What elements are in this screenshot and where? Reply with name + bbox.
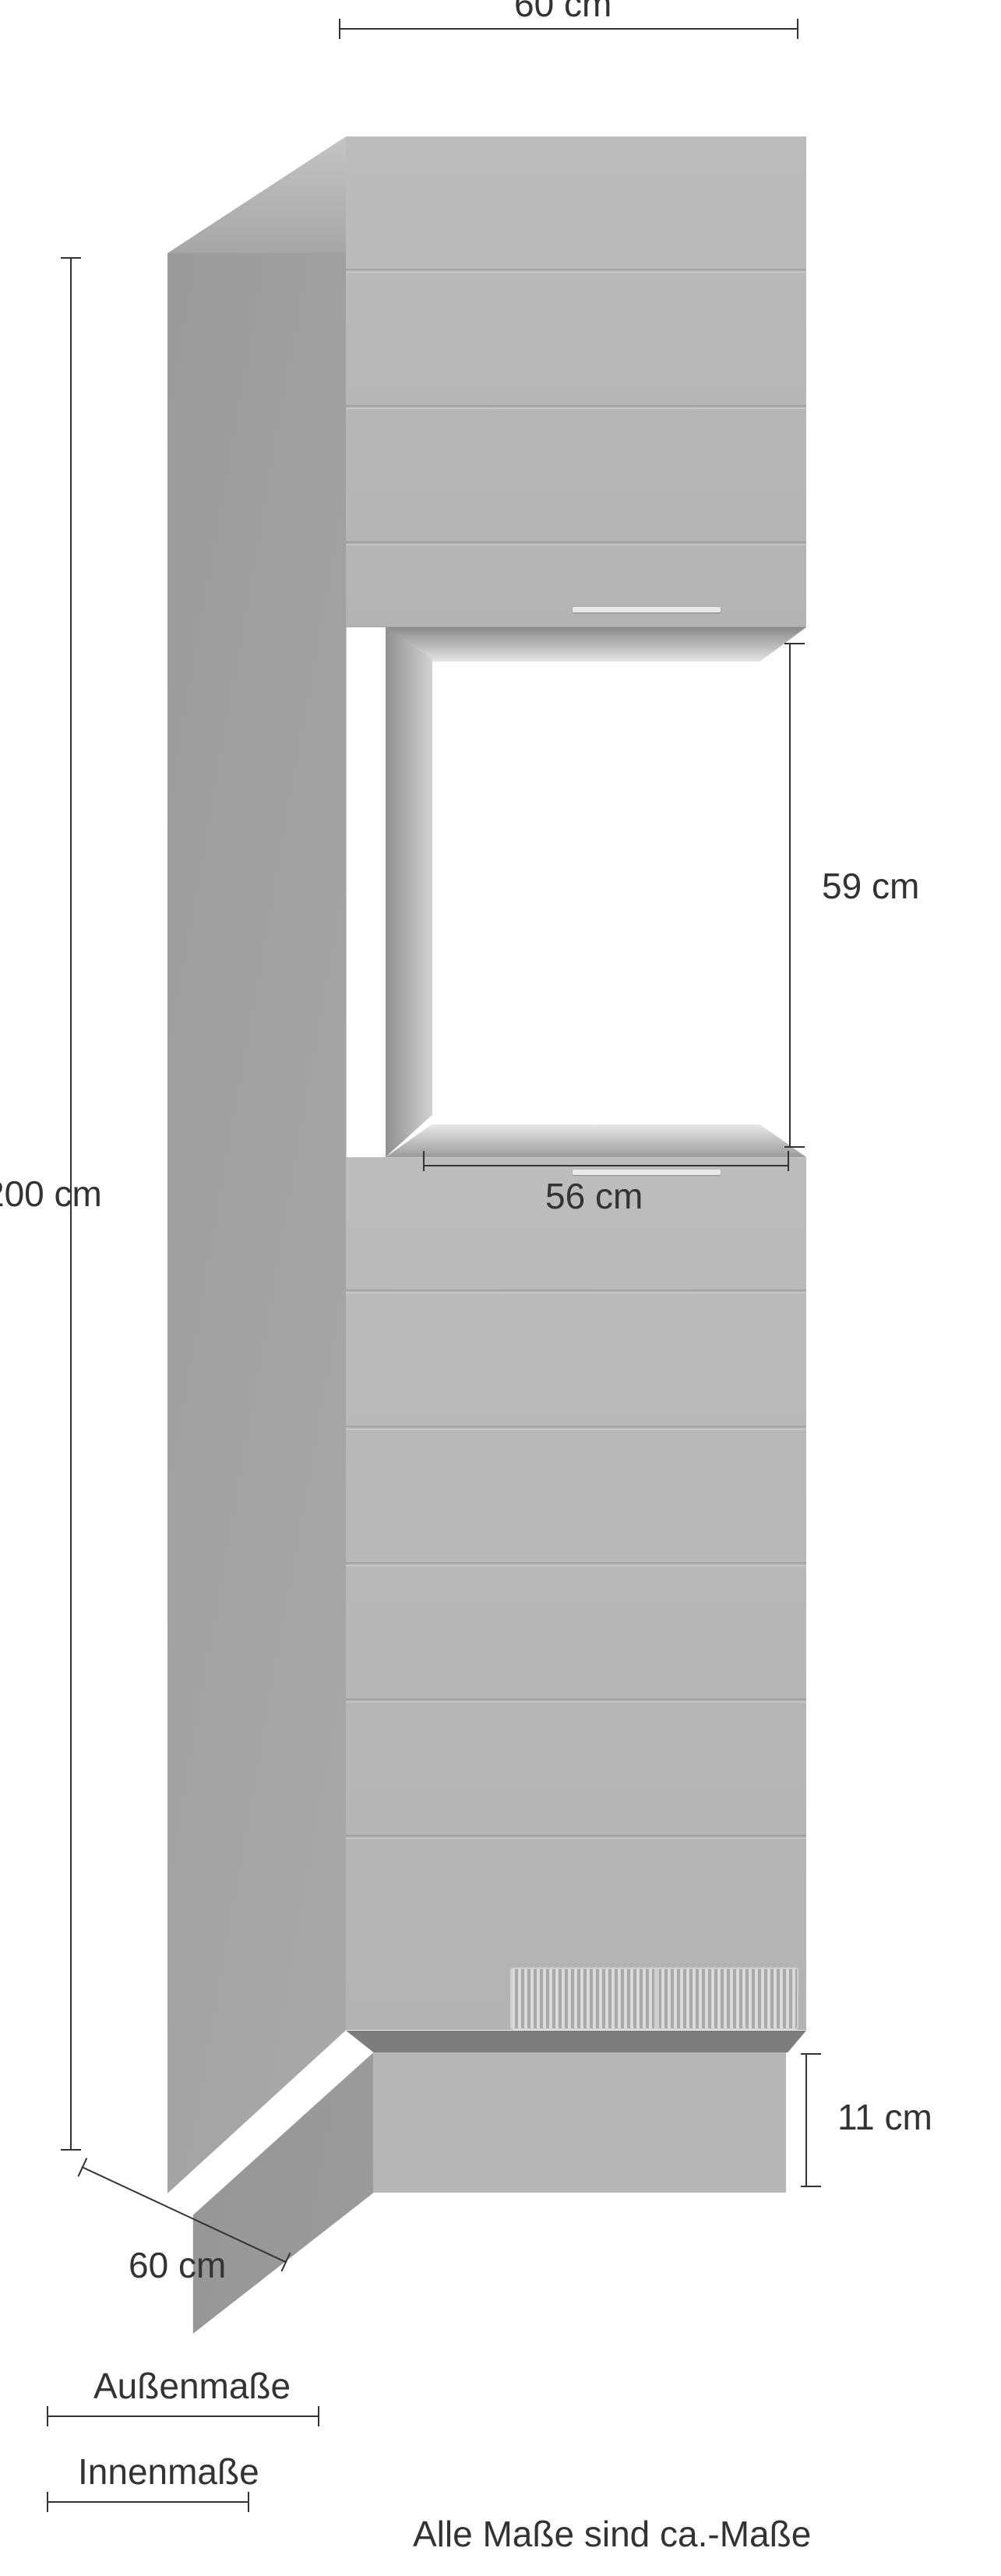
- panel-groove: [346, 1562, 806, 1566]
- panel-groove: [346, 1699, 806, 1703]
- panel-groove: [346, 1290, 806, 1293]
- dimension-label-depth: 60 cm: [129, 2244, 226, 2286]
- diagram-canvas: 60 cm 200 cm 56 cm 59 c: [0, 0, 1001, 2576]
- dimension-bar-niche-height: [789, 643, 791, 1148]
- dimension-label-plinth-height: 11 cm: [837, 2096, 932, 2138]
- dimension-label-niche-width: 56 cm: [545, 1175, 643, 1217]
- lower-door-handle: [573, 1170, 721, 1175]
- panel-groove: [346, 269, 806, 273]
- dimension-bar-width: [339, 28, 798, 30]
- niche-left-face: [386, 627, 432, 1157]
- plinth-shadow: [346, 2031, 806, 2052]
- appliance-niche: [386, 627, 806, 1157]
- niche-top-face: [386, 627, 806, 662]
- legend-label-inner: Innenmaße: [78, 2451, 259, 2493]
- panel-groove: [346, 1835, 806, 1839]
- panel-groove: [346, 405, 806, 409]
- upper-door-handle: [573, 607, 721, 612]
- dimension-label-width: 60 cm: [514, 0, 612, 25]
- plinth-front: [373, 2052, 786, 2193]
- legend-bar-inner: [47, 2501, 249, 2503]
- legend-label-outer: Außenmaße: [93, 2365, 291, 2407]
- dimension-bar-niche-width: [423, 1165, 789, 1166]
- lower-door-panel: [346, 1157, 806, 2030]
- dimension-label-height: 200 cm: [0, 1173, 102, 1215]
- dimension-label-niche-height: 59 cm: [822, 865, 919, 907]
- upper-door-panel: [346, 136, 806, 627]
- ventilation-grille: [510, 1967, 798, 2030]
- legend-bar-outer: [47, 2415, 319, 2417]
- footnote: Alle Maße sind ca.-Maße: [413, 2513, 811, 2555]
- dimension-bar-plinth-height: [805, 2053, 807, 2187]
- panel-groove: [346, 1426, 806, 1430]
- niche-bottom-face: [386, 1124, 806, 1157]
- panel-groove: [346, 542, 806, 545]
